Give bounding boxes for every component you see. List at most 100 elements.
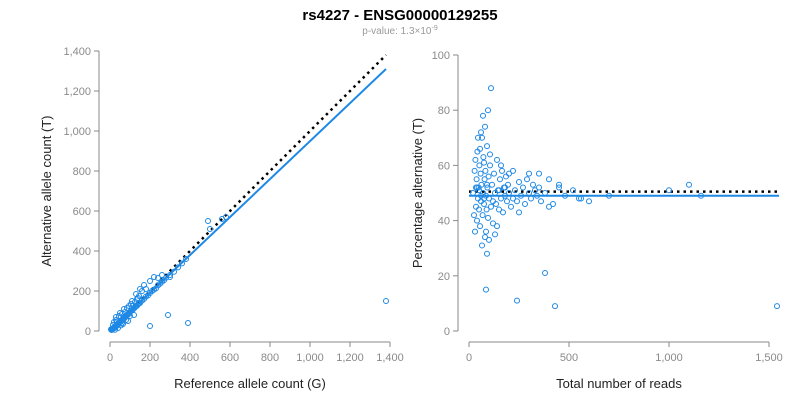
left-data-point: [159, 272, 165, 278]
right-data-point: [480, 154, 487, 161]
left-data-point: [163, 274, 169, 281]
left-data-point: [205, 218, 211, 224]
left-y-tick-label: 1,200: [63, 86, 91, 98]
left-y-tick-label: 0: [85, 326, 91, 338]
left-data-point: [118, 322, 124, 329]
right-data-point: [686, 181, 692, 188]
right-data-point: [487, 162, 493, 169]
right-data-point: [556, 184, 562, 191]
right-data-point: [510, 195, 516, 202]
left-y-tick-label: 400: [73, 246, 91, 258]
right-data-point: [498, 162, 504, 169]
left-data-point: [147, 278, 153, 284]
right-data-point: [774, 303, 780, 310]
right-data-point: [477, 223, 483, 230]
right-data-point: [472, 156, 479, 163]
left-fit-line: [109, 68, 387, 332]
right-data-point: [510, 167, 516, 174]
right-data-point: [478, 129, 484, 136]
right-data-point: [512, 187, 518, 194]
right-data-point: [477, 170, 484, 177]
left-y-tick-label: 600: [73, 206, 91, 218]
right-data-point: [470, 190, 476, 196]
right-data-point: [514, 198, 520, 205]
left-data-point: [136, 293, 142, 299]
right-data-point: [505, 181, 511, 188]
right-data-point: [489, 181, 495, 188]
right-data-point: [483, 286, 489, 293]
right-data-point: [506, 170, 512, 177]
right-data-point: [520, 184, 526, 191]
left-x-tick-label: 800: [261, 352, 279, 364]
left-data-point: [223, 214, 229, 220]
right-y-tick-label: 40: [438, 216, 450, 228]
left-x-tick-label: 200: [141, 352, 159, 364]
right-data-point: [486, 236, 492, 243]
right-data-point: [474, 217, 480, 224]
right-data-point: [479, 212, 486, 219]
left-y-axis-title: Alternative allele count (T): [39, 115, 54, 266]
left-x-tick-label: 400: [181, 352, 199, 364]
left-data-point: [143, 286, 149, 292]
right-data-point: [473, 184, 479, 191]
right-data-point: [471, 212, 477, 219]
left-data-point: [151, 274, 157, 280]
right-data-point: [483, 228, 489, 235]
left-data-point: [167, 272, 173, 278]
left-y-tick-label: 200: [73, 286, 91, 298]
left-data-point: [113, 317, 119, 323]
right-x-tick-label: 1,000: [655, 352, 683, 364]
right-data-point: [528, 195, 534, 202]
right-data-point: [483, 206, 490, 213]
left-data-point: [155, 275, 161, 281]
right-data-point: [504, 198, 510, 205]
left-data-point: [131, 312, 137, 318]
right-data-point: [552, 303, 558, 310]
right-data-point: [508, 203, 514, 210]
right-data-point: [570, 187, 576, 194]
right-x-axis-title: Total number of reads: [556, 376, 682, 391]
right-y-tick-label: 60: [438, 160, 450, 172]
right-data-point: [475, 134, 481, 141]
right-data-point: [484, 143, 490, 150]
right-data-point: [487, 151, 493, 158]
right-data-point: [480, 112, 486, 119]
right-data-point: [499, 167, 505, 174]
right-data-point: [482, 167, 489, 174]
left-data-point: [185, 320, 191, 326]
left-data-point: [207, 226, 213, 232]
right-data-point: [479, 134, 485, 141]
right-data-point: [546, 203, 552, 210]
right-data-point: [473, 176, 480, 183]
right-data-point: [536, 170, 542, 177]
left-x-tick-label: 600: [221, 352, 239, 364]
right-data-point: [514, 297, 520, 304]
right-data-point: [482, 123, 488, 130]
left-y-tick-label: 1,400: [63, 46, 91, 58]
left-data-point: [165, 312, 171, 318]
left-data-point: [175, 264, 181, 271]
right-panel: 0 500 1,000 1,500 0 20 40 60 80 100 Total number o…: [410, 50, 783, 391]
right-data-point: [532, 187, 538, 194]
right-data-point: [485, 214, 491, 221]
chart-title: rs4227 - ENSG00000129255: [302, 7, 497, 24]
right-data-point: [550, 201, 556, 208]
right-data-point: [491, 170, 497, 177]
right-data-point: [490, 220, 496, 227]
left-panel: 0 200 400 600 800 1,000 1,200 1,400 0 200 400 600 80…: [39, 46, 404, 391]
right-data-point: [500, 209, 506, 216]
right-data-point: [536, 184, 542, 191]
right-data-point: [503, 173, 509, 180]
left-x-tick-label: 1,200: [336, 352, 364, 364]
left-data-point: [127, 313, 133, 319]
right-data-point: [494, 223, 500, 230]
right-data-point: [496, 187, 502, 194]
right-data-point: [477, 145, 483, 152]
left-x-tick-label: 0: [107, 352, 113, 364]
right-data-point: [481, 159, 487, 166]
left-data-point: [121, 306, 127, 312]
right-data-point: [472, 228, 478, 235]
right-data-point: [522, 201, 528, 208]
right-data-point: [484, 184, 491, 191]
